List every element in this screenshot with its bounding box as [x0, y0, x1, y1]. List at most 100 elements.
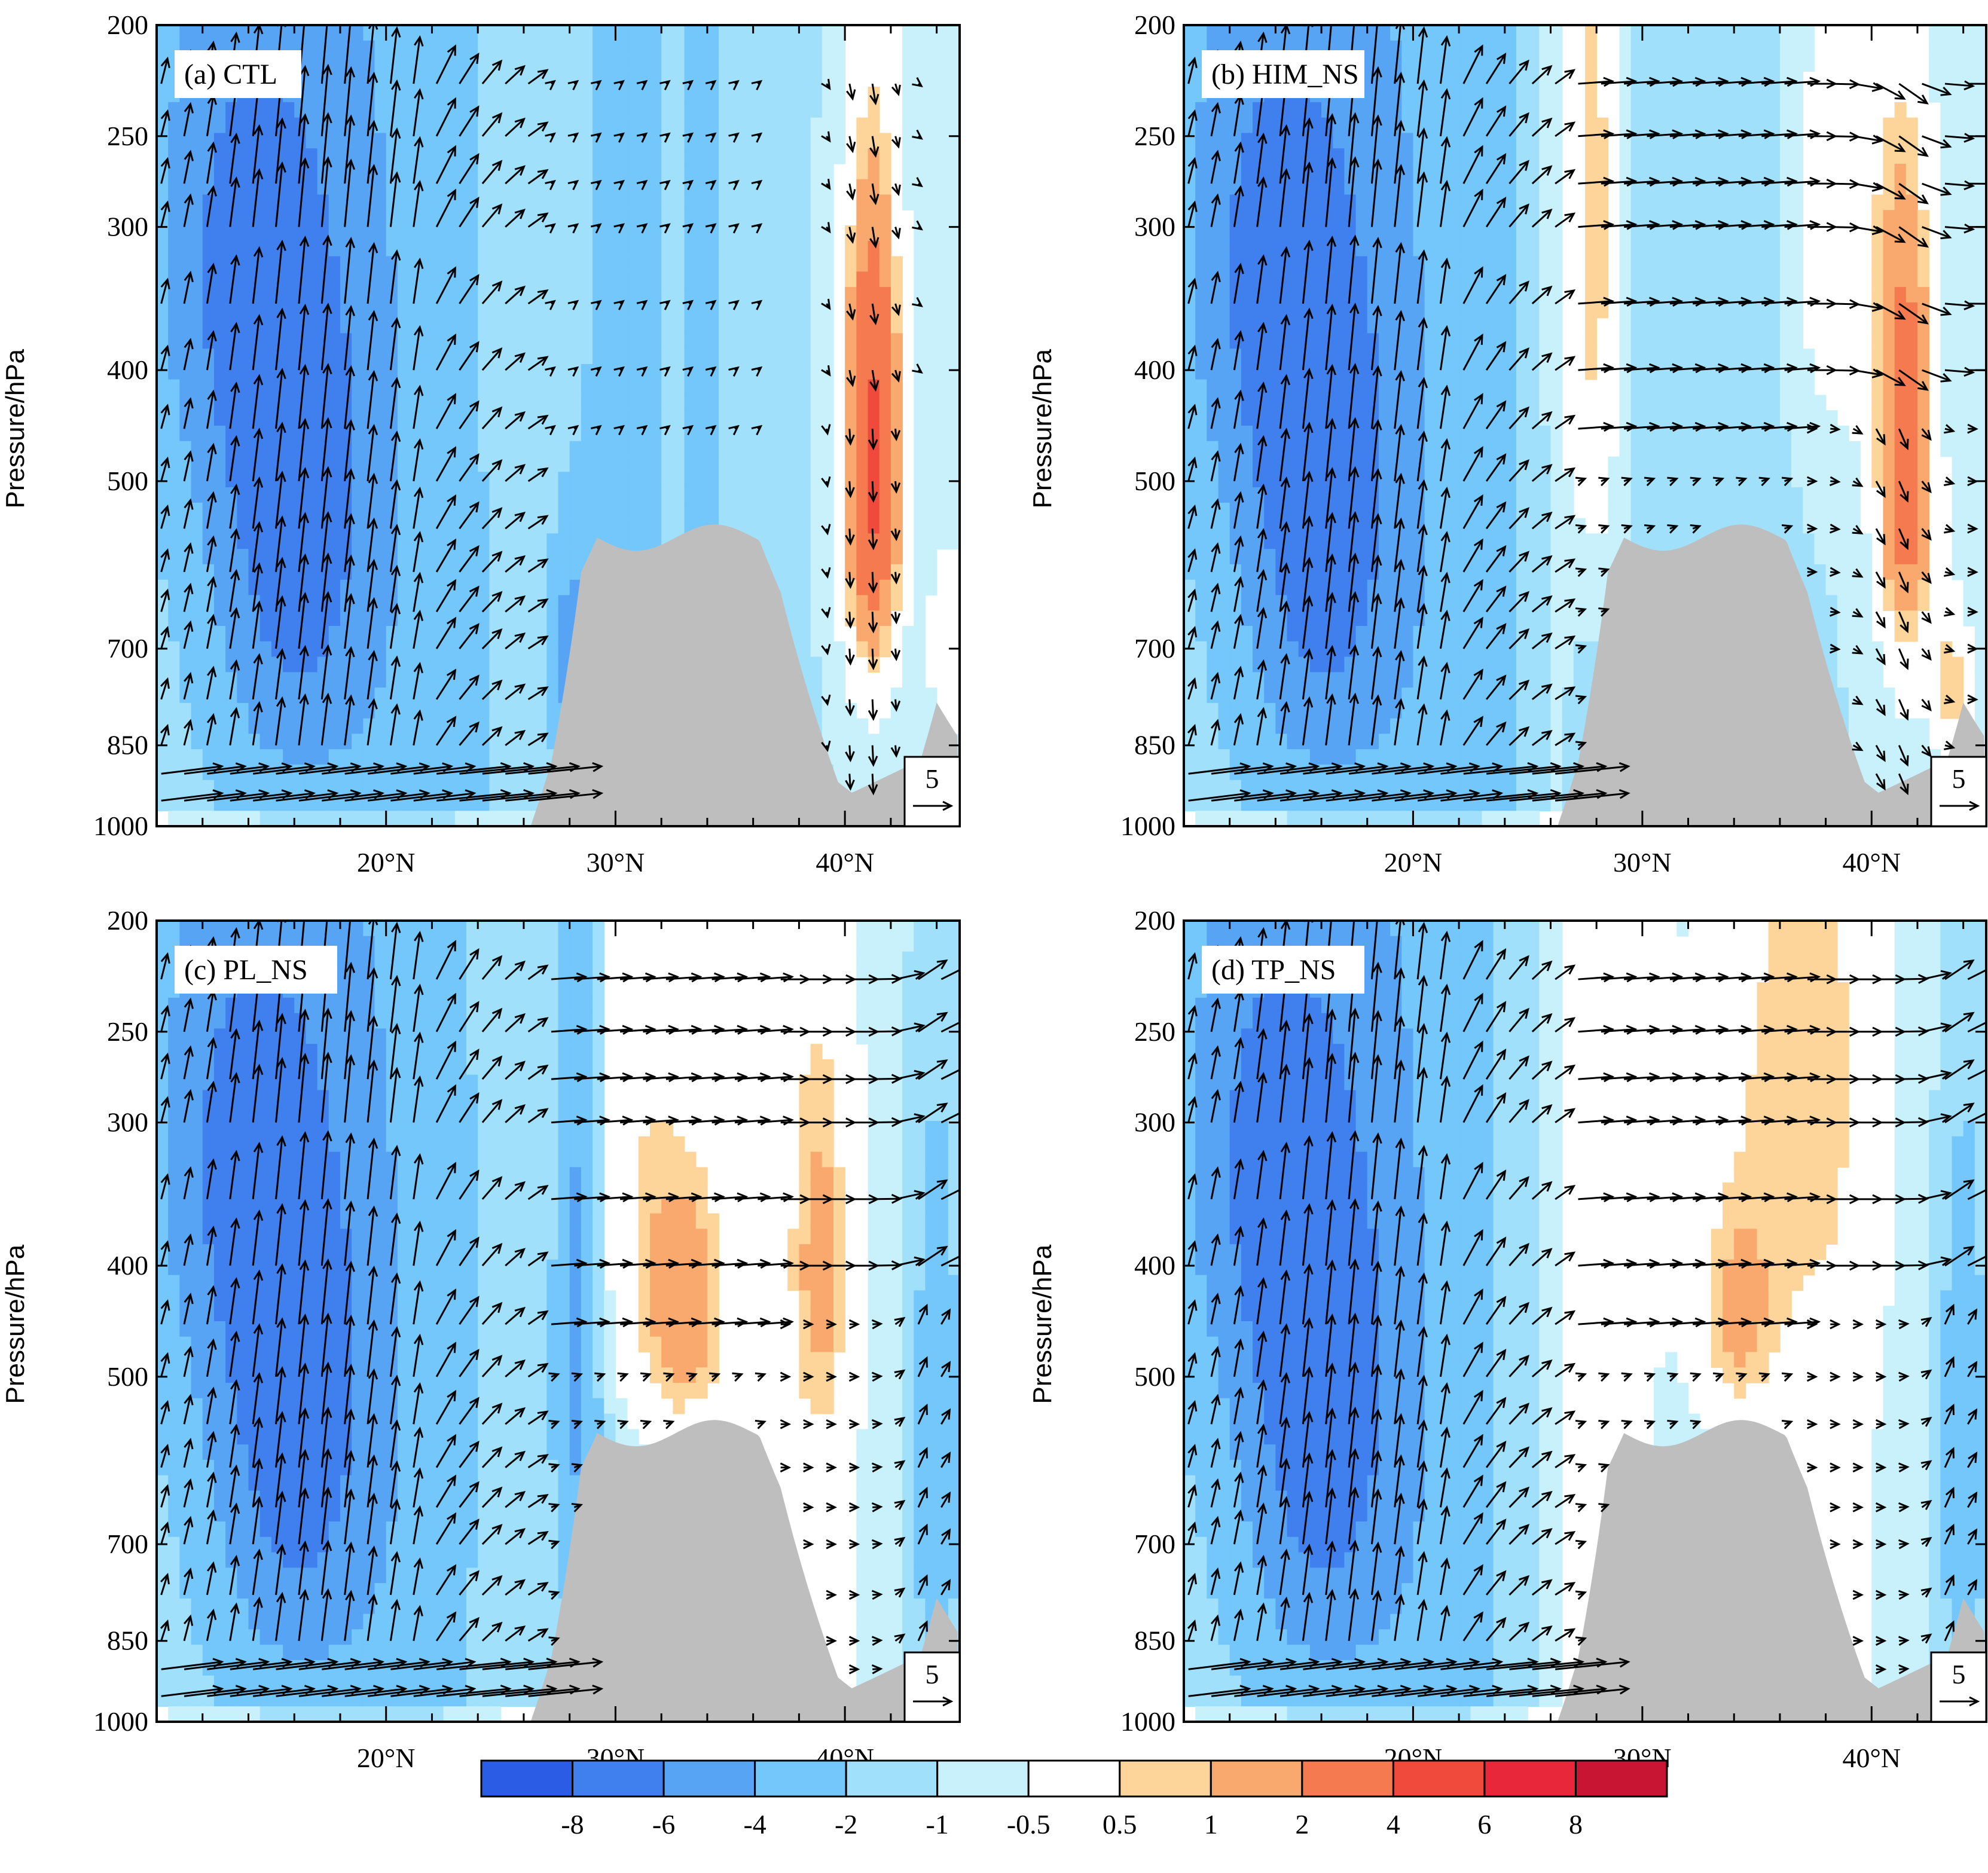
shading-cell — [1195, 456, 1208, 473]
shading-cell — [1287, 441, 1299, 457]
shading-cell — [615, 56, 628, 72]
wind-arrow — [183, 340, 191, 371]
shading-cell — [328, 641, 341, 658]
shading-cell — [1218, 564, 1230, 580]
shading-cell — [868, 472, 880, 488]
shading-cell — [787, 333, 800, 349]
shading-cell — [879, 564, 891, 580]
shading-cell — [1275, 641, 1288, 658]
shading-cell — [1241, 487, 1253, 503]
shading-cell — [879, 518, 891, 534]
shading-cell — [684, 102, 697, 118]
shading-cell — [1287, 349, 1299, 365]
shading-cell — [948, 25, 960, 41]
shading-cell — [271, 363, 283, 380]
shading-cell — [283, 133, 295, 149]
shading-cell — [191, 133, 203, 149]
shading-cell — [248, 780, 261, 796]
shading-cell — [374, 487, 387, 503]
shading-cell — [581, 502, 593, 519]
shading-cell — [168, 302, 181, 319]
shading-cell — [259, 441, 272, 457]
shading-cell — [604, 317, 616, 334]
shading-cell — [546, 610, 559, 627]
shading-cell — [638, 87, 651, 103]
shading-cell — [558, 194, 570, 211]
wind-arrowhead — [491, 551, 503, 562]
shading-cell — [627, 456, 639, 473]
wind-arrowhead — [276, 421, 286, 433]
shading-cell — [719, 117, 731, 134]
shading-cell — [684, 148, 697, 164]
shading-cell — [1309, 287, 1322, 303]
shading-cell — [879, 626, 891, 642]
shading-cell — [684, 287, 697, 303]
shading-cell — [248, 302, 261, 319]
shading-cell — [890, 564, 903, 580]
wind-arrowhead — [413, 572, 424, 583]
shading-cell — [512, 102, 524, 118]
shading-cell — [225, 426, 238, 442]
shading-cell — [454, 148, 467, 164]
wind-arrowhead — [845, 779, 855, 791]
shading-cell — [500, 734, 513, 750]
shading-cell — [1195, 518, 1208, 534]
shading-cell — [627, 379, 639, 396]
shading-cell — [569, 287, 582, 303]
shading-cell — [283, 333, 295, 349]
shading-cell — [1218, 734, 1230, 750]
shading-cell — [936, 148, 949, 164]
shading-cell — [478, 395, 490, 411]
shading-cell — [306, 533, 318, 549]
shading-cell — [191, 595, 203, 612]
shading-cell — [1195, 718, 1208, 735]
shading-cell — [695, 395, 708, 411]
shading-cell — [489, 133, 502, 149]
shading-cell — [914, 518, 926, 534]
shading-cell — [615, 225, 628, 242]
shading-cell — [523, 749, 536, 765]
shading-cell — [191, 549, 203, 565]
shading-cell — [902, 718, 915, 735]
shading-cell — [764, 56, 777, 72]
shading-cell — [822, 595, 834, 612]
shading-cell — [420, 240, 433, 257]
shading-cell — [753, 210, 765, 226]
shading-cell — [237, 518, 249, 534]
shading-cell — [1184, 656, 1196, 673]
shading-cell — [1218, 595, 1230, 612]
shading-cell — [856, 533, 869, 549]
shading-cell — [741, 163, 754, 180]
wind-arrowhead — [299, 693, 309, 705]
shading-cell — [259, 102, 272, 118]
shading-cell — [1218, 148, 1230, 164]
wind-arrow — [459, 275, 479, 304]
shading-cell — [489, 333, 502, 349]
shading-cell — [719, 333, 731, 349]
wind-arrowhead — [821, 740, 831, 752]
shading-cell — [306, 688, 318, 704]
shading-cell — [787, 225, 800, 242]
shading-cell — [581, 148, 593, 164]
shading-cell — [1195, 610, 1208, 627]
shading-cell — [328, 225, 341, 242]
shading-cell — [707, 302, 719, 319]
shading-cell — [420, 579, 433, 596]
shading-cell — [661, 287, 674, 303]
shading-cell — [191, 240, 203, 257]
shading-cell — [466, 87, 478, 103]
shading-cell — [1264, 549, 1277, 565]
shading-cell — [420, 40, 433, 57]
shading-cell — [523, 25, 536, 41]
shading-cell — [695, 363, 708, 380]
shading-cell — [604, 194, 616, 211]
shading-cell — [306, 811, 318, 826]
shading-cell — [925, 194, 937, 211]
shading-cell — [661, 502, 674, 519]
shading-cell — [478, 610, 490, 627]
wind-arrow — [229, 383, 237, 429]
shading-cell — [1298, 780, 1311, 796]
shading-cell — [649, 148, 662, 164]
shading-cell — [259, 426, 272, 442]
shading-cell — [420, 595, 433, 612]
